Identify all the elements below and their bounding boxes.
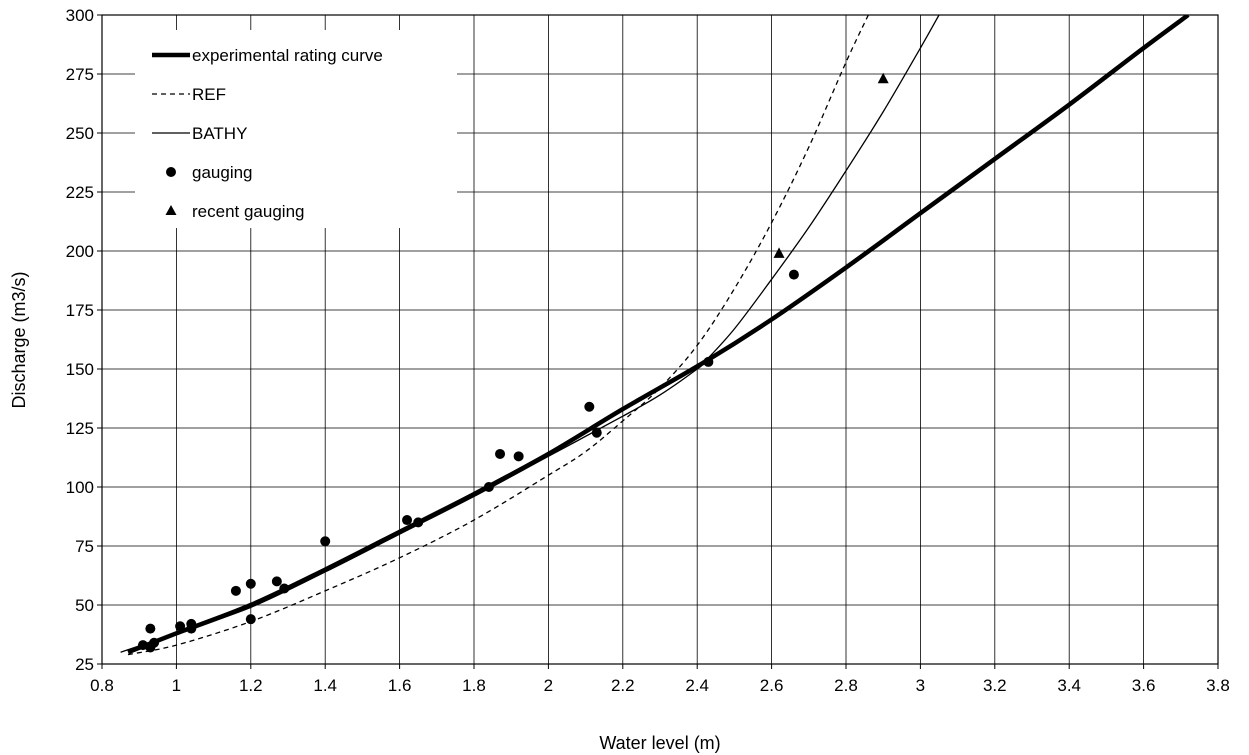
gauging-point xyxy=(591,427,602,438)
legend-label-recent-gauging: recent gauging xyxy=(192,202,304,221)
gauging-point xyxy=(495,448,506,459)
recent-gauging-point xyxy=(773,247,785,258)
y-tick-label: 250 xyxy=(66,124,94,143)
y-tick-label: 275 xyxy=(66,65,94,84)
recent-gauging-point xyxy=(877,72,889,84)
y-tick-label: 225 xyxy=(66,183,94,202)
x-tick-label: 1.4 xyxy=(313,676,337,695)
gauging-point xyxy=(513,451,524,462)
legend-label-experimental: experimental rating curve xyxy=(192,46,383,65)
legend: experimental rating curve REF BATHY gaug… xyxy=(135,30,457,228)
x-tick-label: 2.8 xyxy=(834,676,858,695)
x-tick-label: 2 xyxy=(544,676,553,695)
x-tick-label: 3.2 xyxy=(983,676,1007,695)
legend-label-gauging: gauging xyxy=(192,163,253,182)
y-axis-ticks: 25 50 75 100 125 150 175 200 225 250 275 300 xyxy=(66,6,102,674)
x-axis-ticks: 0.8 1 1.2 1.4 1.6 1.8 2 2.2 2.4 2.6 2.8 3 3.2 3.4 3.6 3… xyxy=(90,664,1230,695)
y-tick-label: 25 xyxy=(75,655,94,674)
gauging-point xyxy=(402,515,413,526)
legend-swatch-gauging xyxy=(166,167,176,177)
series-line-bathy xyxy=(120,15,940,653)
y-tick-label: 125 xyxy=(66,419,94,438)
x-tick-label: 2.2 xyxy=(611,676,635,695)
x-tick-label: 1.6 xyxy=(388,676,412,695)
gauging-point xyxy=(245,614,256,625)
x-tick-label: 3 xyxy=(916,676,925,695)
data-markers xyxy=(137,72,889,653)
y-tick-label: 150 xyxy=(66,360,94,379)
series-line-experimental-rating-curve xyxy=(127,15,1190,655)
x-tick-label: 3.4 xyxy=(1057,676,1081,695)
grid-lines xyxy=(101,14,1219,665)
gauging-point xyxy=(279,583,290,594)
gauging-point xyxy=(788,269,799,280)
series-line-ref xyxy=(127,15,869,656)
y-tick-label: 175 xyxy=(66,301,94,320)
gauging-point xyxy=(703,356,714,367)
x-tick-label: 1 xyxy=(172,676,181,695)
x-tick-label: 1.2 xyxy=(239,676,263,695)
gauging-point xyxy=(584,401,595,412)
gauging-point xyxy=(413,517,424,528)
legend-swatch-recent-gauging xyxy=(165,205,177,215)
x-tick-label: 2.4 xyxy=(685,676,709,695)
y-tick-label: 200 xyxy=(66,242,94,261)
gauging-point xyxy=(483,482,494,492)
x-tick-label: 0.8 xyxy=(90,676,114,695)
gauging-point xyxy=(320,536,331,547)
y-tick-label: 50 xyxy=(75,596,94,615)
plot-frame xyxy=(101,14,1219,665)
gauging-point xyxy=(149,637,160,648)
x-tick-label: 2.6 xyxy=(760,676,784,695)
x-tick-label: 3.6 xyxy=(1132,676,1156,695)
y-tick-label: 75 xyxy=(75,537,94,556)
legend-box xyxy=(135,30,457,228)
gauging-point xyxy=(271,576,282,587)
gauging-point xyxy=(245,578,256,589)
series-lines xyxy=(120,15,1190,656)
y-axis-title: Discharge (m3/s) xyxy=(9,271,29,408)
gauging-point xyxy=(145,623,156,634)
gauging-point xyxy=(186,623,197,634)
gauging-point xyxy=(175,621,186,632)
x-axis-title: Water level (m) xyxy=(599,733,720,753)
legend-label-ref: REF xyxy=(192,85,226,104)
y-tick-label: 300 xyxy=(66,6,94,25)
legend-label-bathy: BATHY xyxy=(192,124,247,143)
y-tick-label: 100 xyxy=(66,478,94,497)
x-tick-label: 1.8 xyxy=(462,676,486,695)
x-tick-label: 3.8 xyxy=(1206,676,1230,695)
gauging-point xyxy=(230,585,241,596)
